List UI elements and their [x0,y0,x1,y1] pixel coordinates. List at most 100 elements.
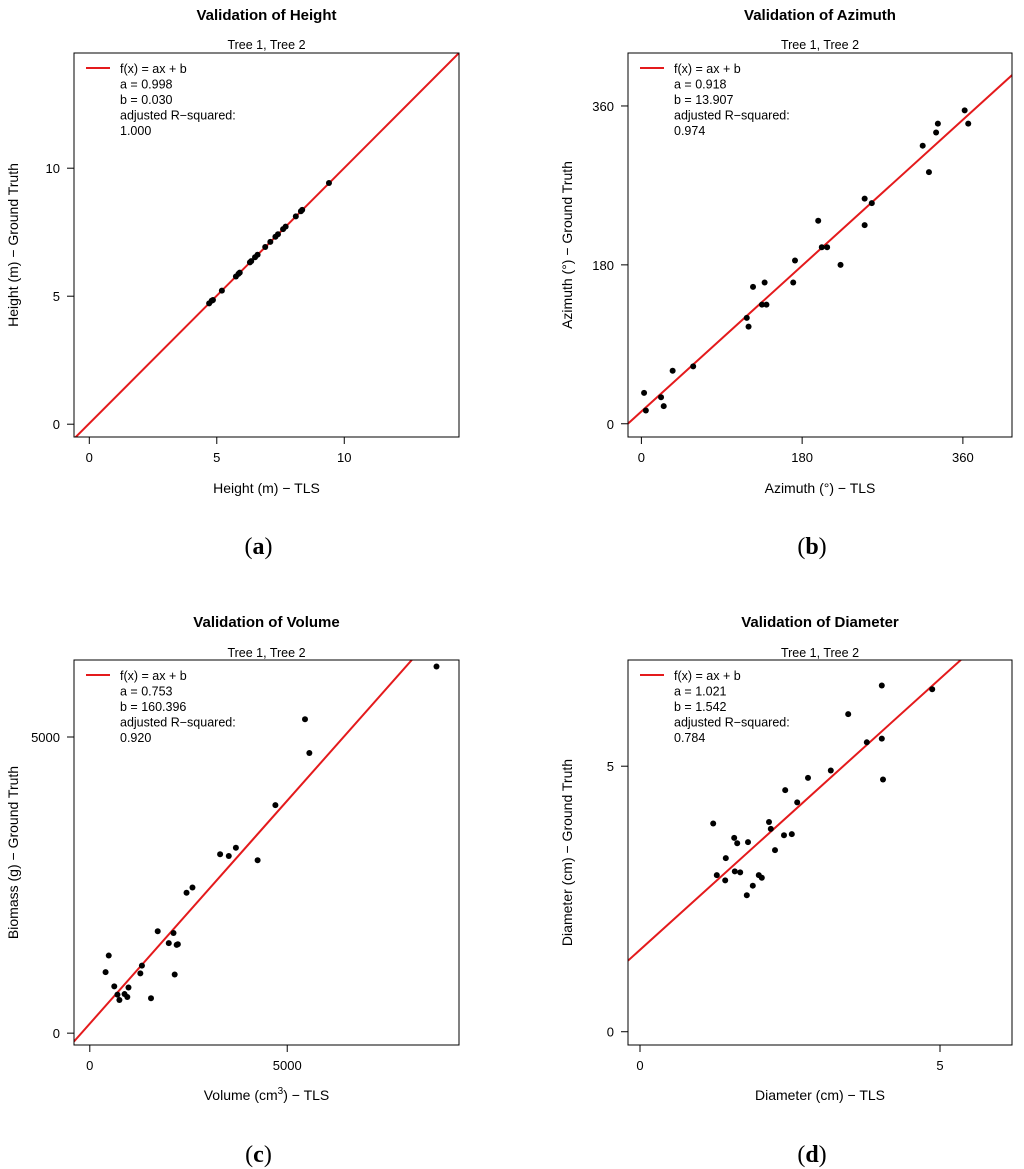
data-point [642,407,649,414]
data-point [306,749,313,756]
data-point [148,995,154,1002]
panel-a-height: Validation of Height Tree 1, Tree 2 0 5 10 0 5… [5,7,460,560]
chart-subtitle: Tree 1, Tree 2 [781,646,859,660]
data-point [170,930,177,937]
data-point [658,394,665,401]
y-axis-label: Biomass (g) − Ground Truth [5,766,21,939]
y-tick-label: 5000 [31,730,60,745]
plot-frame [627,52,1013,438]
data-point [154,928,161,935]
data-point [183,889,190,896]
y-tick-label: 5 [607,759,614,774]
data-point [827,767,834,774]
y-tick-label: 0 [607,1025,614,1040]
data-point [433,663,440,670]
data-point [262,244,269,251]
fit-line [74,660,414,1043]
data-point [824,244,831,251]
x-tick-label: 0 [636,1058,643,1073]
data-point [137,970,144,977]
legend-entry: adjusted R−squared: [120,109,236,123]
panel-b-azimuth: Validation of Azimuth Tree 1, Tree 2 0 180 3… [559,7,1013,560]
data-point [641,389,648,396]
data-point [766,818,772,825]
x-axis-label: Azimuth (°) − TLS [765,480,876,496]
legend-entry: 0.974 [674,124,705,138]
data-point [105,952,112,959]
data-point [102,969,109,976]
data-point [232,844,239,851]
legend-entry: b = 0.030 [120,93,173,107]
legend-entry: f(x) = ax + b [120,62,187,76]
x-tick-label: 10 [337,450,351,465]
legend-entry: b = 1.542 [674,700,727,714]
legend-entry: b = 13.907 [674,93,733,107]
data-point [713,872,720,879]
data-point [114,991,121,998]
chart-title: Validation of Volume [193,614,339,631]
chart-title: Validation of Azimuth [744,7,896,24]
data-point [790,279,797,286]
data-point [734,840,741,847]
chart-title: Validation of Height [196,7,336,24]
data-point [791,257,798,264]
data-point [267,238,274,245]
data-point [710,820,717,827]
data-point [165,940,172,947]
data-point [818,244,825,251]
data-point [138,962,145,969]
data-point [788,831,795,838]
data-point [225,853,232,860]
legend-entry: adjusted R−squared: [674,109,790,123]
plot-frame [73,659,460,1046]
data-point [669,367,676,374]
panel-label: (b) [797,534,826,560]
data-point [745,323,752,330]
y-tick-label: 0 [607,417,614,432]
data-point [124,994,131,1001]
y-tick-label: 0 [53,417,60,432]
legend-entry: f(x) = ax + b [120,669,187,683]
data-point [929,686,936,693]
x-axis-label: Height (m) − TLS [213,480,320,496]
data-point [763,301,770,308]
data-point [868,200,875,207]
panel-label: (d) [797,1142,826,1168]
data-point [690,363,697,370]
x-tick-label: 0 [86,1058,93,1073]
data-point [878,682,885,689]
y-tick-label: 360 [592,99,614,114]
fit-line [628,660,963,962]
data-point [209,297,216,304]
legend-entry: a = 0.753 [120,685,173,699]
data-point [292,213,299,220]
panel-label: (c) [245,1142,272,1168]
data-point [961,107,968,114]
x-tick-label: 5 [213,450,220,465]
data-point [863,739,870,746]
data-point [254,251,261,258]
y-tick-label: 5 [53,289,60,304]
data-point [925,169,932,176]
x-tick-label: 0 [86,450,93,465]
y-axis-label: Azimuth (°) − Ground Truth [559,161,575,329]
data-point [171,971,178,978]
data-point [731,868,738,875]
panel-label: (a) [245,534,273,560]
legend-entry: 0.784 [674,731,705,745]
data-point [660,403,667,410]
data-point [749,882,756,889]
data-point [236,269,243,276]
data-point [217,851,224,858]
data-point [731,834,738,841]
data-point [782,787,789,794]
data-point [189,884,196,891]
y-tick-label: 0 [53,1026,60,1041]
x-axis-label: Volume (cm3) − TLS [204,1086,330,1103]
data-point [750,283,757,290]
legend-entry: 1.000 [120,124,151,138]
plot-frame [73,52,460,438]
data-point [837,261,844,268]
x-tick-label: 5 [936,1058,943,1073]
chart-subtitle: Tree 1, Tree 2 [227,38,305,52]
